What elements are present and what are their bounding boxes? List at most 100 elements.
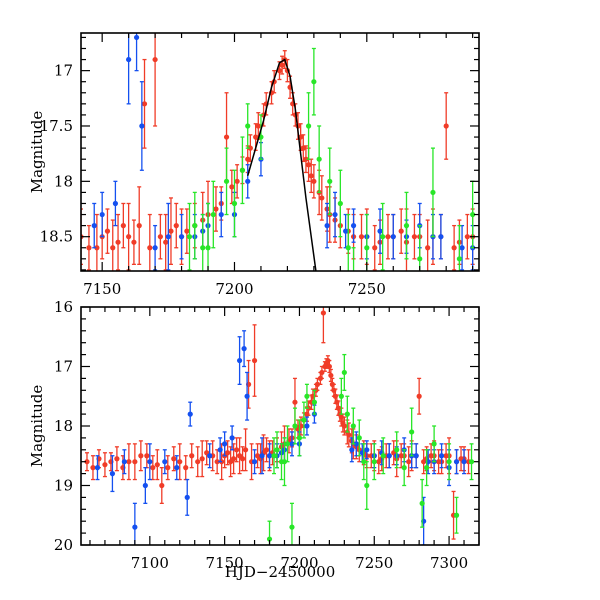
data-point — [350, 423, 356, 429]
data-point — [364, 245, 370, 251]
data-point — [284, 441, 291, 447]
data-point — [234, 178, 240, 184]
data-point — [229, 435, 235, 441]
data-point — [99, 211, 105, 218]
y-tick-label: 18 — [54, 172, 73, 190]
data-point — [518, 240, 523, 245]
data-point — [241, 346, 247, 352]
data-point — [341, 369, 347, 376]
y-tick-label: 18.5 — [40, 228, 73, 246]
data-point — [147, 245, 153, 251]
panel-bottom: 7100 7150 7200 7250 7300 16 17 18 19 20 Magnitude — [28, 298, 480, 572]
data-point — [406, 459, 412, 465]
data-point — [289, 441, 295, 447]
data-point — [222, 441, 228, 447]
data-point — [20, 245, 25, 250]
data-point — [251, 459, 258, 465]
y-tick-label: 17.5 — [40, 117, 73, 135]
data-point — [184, 494, 190, 500]
data-point — [464, 234, 470, 240]
data-point — [332, 211, 338, 218]
data-point — [163, 239, 169, 245]
data-point — [453, 459, 460, 465]
data-point — [115, 239, 121, 245]
data-point — [73, 234, 78, 239]
data-point — [341, 423, 347, 429]
data-point — [132, 459, 138, 465]
data-point — [296, 435, 303, 441]
data-point — [292, 399, 298, 405]
data-point — [217, 447, 223, 453]
data-point — [109, 471, 116, 477]
data-point — [138, 453, 144, 459]
data-point — [344, 411, 350, 417]
data-point — [245, 123, 251, 129]
data-point — [0, 256, 4, 261]
data-point — [234, 447, 240, 453]
data-point — [364, 482, 370, 489]
x-tick-label: 7100 — [131, 554, 169, 572]
data-point — [244, 393, 250, 399]
data-point — [438, 453, 445, 459]
data-point — [424, 465, 430, 471]
data-point — [497, 245, 502, 250]
data-point — [510, 345, 515, 350]
data-point — [159, 482, 165, 489]
y-axis-label: Magnitude — [28, 111, 46, 194]
y-axis-label: Magnitude — [28, 385, 46, 468]
data-point — [377, 228, 383, 234]
data-point — [523, 240, 528, 245]
data-point — [223, 178, 230, 184]
data-point — [266, 536, 273, 542]
data-point — [255, 123, 261, 129]
data-point — [491, 234, 496, 239]
data-point — [102, 462, 108, 468]
x-tick-label: 7250 — [355, 554, 393, 572]
data-point — [231, 200, 238, 207]
data-point — [162, 459, 168, 465]
data-point — [308, 173, 314, 179]
data-point — [110, 245, 116, 251]
y-tick-label: 17 — [54, 358, 73, 376]
data-point — [438, 234, 444, 240]
data-point — [356, 435, 362, 441]
data-point — [139, 123, 145, 129]
data-point — [390, 234, 396, 240]
data-point — [31, 256, 36, 261]
data-point — [314, 381, 321, 387]
data-point — [311, 79, 317, 85]
data-point — [10, 240, 15, 245]
data-point — [497, 234, 502, 239]
data-point — [453, 512, 460, 518]
panel-top: 7150 7200 7250 17 17.5 18 18.5 Magnitude — [0, 32, 528, 350]
data-point — [52, 245, 57, 250]
data-point — [431, 441, 437, 447]
data-point — [470, 211, 476, 218]
data-point — [483, 234, 488, 239]
data-point — [316, 156, 322, 162]
data-point — [276, 68, 283, 74]
y-tick-label: 20 — [54, 536, 73, 554]
y-tick-label: 16 — [54, 298, 73, 316]
data-point — [443, 123, 449, 129]
data-point — [245, 156, 251, 162]
data-point — [177, 459, 183, 465]
data-point — [425, 245, 431, 251]
data-point — [132, 524, 138, 530]
data-point — [200, 245, 206, 251]
series-red — [84, 307, 472, 540]
data-point — [430, 189, 436, 196]
data-point — [324, 223, 330, 229]
data-point — [165, 465, 171, 471]
data-point — [239, 456, 246, 462]
data-point — [386, 453, 392, 459]
data-point — [419, 500, 425, 506]
x-tick-label: 7150 — [83, 280, 121, 298]
data-point — [451, 245, 457, 251]
x-axis-label: HJD−2450000 — [224, 563, 336, 581]
y-tick-label: 18 — [54, 417, 73, 435]
data-point — [281, 459, 288, 465]
data-point — [245, 178, 251, 184]
